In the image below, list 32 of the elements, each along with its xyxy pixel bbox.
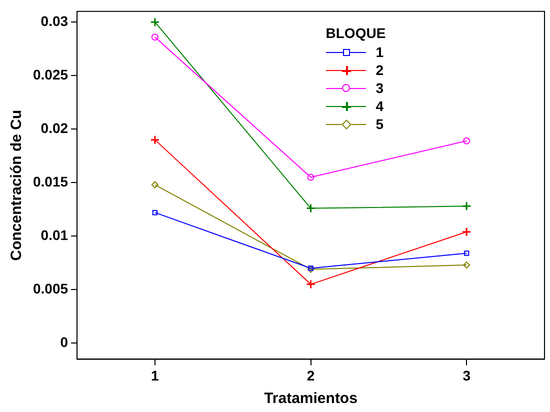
- point: [306, 204, 316, 214]
- point: [307, 174, 314, 181]
- point: [462, 227, 472, 237]
- point: [464, 250, 470, 256]
- legend-title: BLOQUE: [326, 24, 386, 44]
- point: [150, 17, 160, 27]
- y-tick-label: 0.03: [40, 12, 68, 29]
- y-axis-title: Concentración de Cu: [8, 110, 26, 261]
- point: [152, 210, 158, 216]
- y-tick-label: 0.02: [40, 120, 68, 136]
- legend-label: 1: [376, 44, 384, 60]
- point: [462, 201, 472, 211]
- x-tick-label: 1: [151, 367, 160, 384]
- point: [463, 262, 470, 269]
- y-tick-label: 0.005: [32, 280, 68, 296]
- point: [151, 181, 158, 188]
- y-tick-label: 0.025: [32, 66, 68, 82]
- point: [151, 34, 158, 41]
- point: [150, 135, 160, 145]
- point: [308, 266, 314, 271]
- legend-label: 3: [376, 80, 384, 96]
- point: [463, 137, 470, 144]
- y-tick-label: 0.01: [40, 226, 68, 243]
- x-axis-title: Tratamientos: [264, 390, 358, 408]
- legend-label: 2: [376, 62, 384, 78]
- legend-label: 4: [376, 98, 384, 114]
- legend-label: 5: [376, 116, 384, 132]
- y-tick-label: 0.015: [32, 173, 68, 190]
- point: [306, 280, 316, 290]
- y-tick-label: 0: [60, 334, 68, 350]
- x-tick-label: 2: [306, 367, 315, 384]
- x-tick-label: 3: [462, 367, 471, 384]
